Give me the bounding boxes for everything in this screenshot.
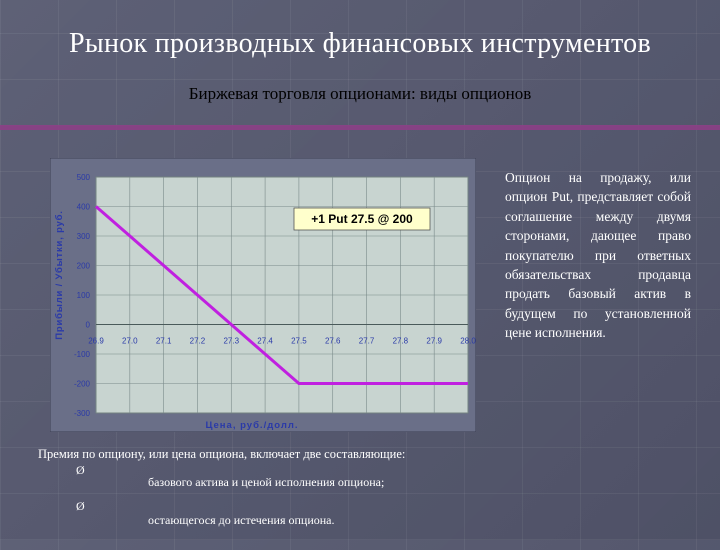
annotation-label: +1 Put 27.5 @ 200	[311, 212, 413, 226]
x-tick-label: 27.1	[156, 337, 172, 346]
slide-title: Рынок производных финансовых инструменто…	[68, 28, 651, 59]
x-tick-label: 27.2	[190, 337, 206, 346]
bullet-arrow-icon: Ø	[76, 463, 85, 477]
payoff-chart-svg: 26.9 27.0 27.1 27.2 27.3 27.4 27.5 27.6 27.7 27.8…	[49, 157, 477, 433]
bullet-item-2: Ø	[38, 499, 488, 528]
y-tick-label: -100	[74, 350, 91, 359]
y-tick-label: 300	[77, 232, 91, 241]
y-tick-label: 500	[77, 173, 91, 182]
x-tick-label: 26.9	[88, 337, 104, 346]
y-tick-label: -300	[74, 409, 91, 418]
bullet-text-2: остающегося до истечения опциона.	[148, 513, 335, 527]
y-tick-label: 0	[86, 321, 91, 330]
y-tick-label: 400	[77, 203, 91, 212]
x-tick-label: 27.4	[257, 337, 273, 346]
y-tick-label: -200	[74, 380, 91, 389]
y-axis-label: Прибыли / Убытки, руб.	[54, 210, 65, 340]
premium-text: Премия по опциону, или цена опциона, вкл…	[38, 447, 406, 461]
premium-section: Премия по опциону, или цена опциона, вкл…	[38, 446, 488, 550]
bullet-item-2-text-row: остающегося до истечения опциона.	[38, 513, 488, 550]
x-tick-label: 27.3	[223, 337, 239, 346]
bullet-text-1: базового актива и ценой исполнения опцио…	[148, 475, 385, 489]
payoff-chart: 26.9 27.0 27.1 27.2 27.3 27.4 27.5 27.6 27.7 27.8…	[49, 157, 477, 433]
payoff-line	[95, 205, 468, 385]
x-tick-label: 27.5	[291, 337, 307, 346]
x-tick-label: 27.0	[122, 337, 138, 346]
title-separator	[0, 125, 720, 130]
x-tick-label: 27.6	[325, 337, 341, 346]
x-tick-label: 27.8	[393, 337, 409, 346]
bullet-item-1-text-row: базового актива и ценой исполнения опцио…	[38, 475, 488, 506]
annotation-box	[293, 207, 431, 231]
x-tick-label: 27.9	[426, 337, 442, 346]
x-axis-label: Цена, руб./долл.	[205, 420, 298, 431]
x-tick-label: 28.0	[460, 337, 476, 346]
y-tick-label: 200	[77, 262, 91, 271]
bullet-item-1: Ø	[38, 462, 488, 484]
put-option-description: Опцион на продажу, или опцион Put, предс…	[505, 170, 691, 341]
slide-subtitle: Биржевая торговля опционами: виды опцион…	[188, 84, 532, 103]
y-tick-label: 100	[77, 291, 91, 300]
bullet-arrow-icon: Ø	[76, 499, 85, 513]
x-tick-label: 27.7	[359, 337, 375, 346]
